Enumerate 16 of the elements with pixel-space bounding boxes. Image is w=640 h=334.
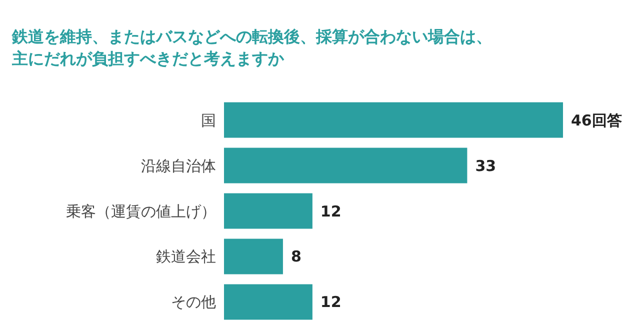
y-tick-label: 鉄道会社 (156, 248, 216, 266)
bar (224, 284, 312, 320)
y-tick-label: 国 (201, 111, 216, 130)
bar (224, 193, 312, 229)
data-label: 12 (320, 293, 342, 312)
data-label: 8 (290, 248, 302, 266)
data-label: 33 (475, 156, 496, 175)
bar (224, 238, 283, 274)
y-tick-label: その他 (171, 293, 216, 312)
data-label: 12 (320, 202, 342, 220)
bar (224, 148, 468, 184)
y-tick-label: 沿線自治体 (141, 156, 216, 175)
data-label: 46回答 (571, 111, 622, 130)
chart-title: 鉄道を維持、またはバスなどへの転換後、採算が合わない場合は、主にだれが負担すべきだと考えますか (11, 27, 492, 68)
y-tick-label: 乗客（運賃の値上げ） (66, 202, 216, 220)
bar (224, 102, 563, 138)
